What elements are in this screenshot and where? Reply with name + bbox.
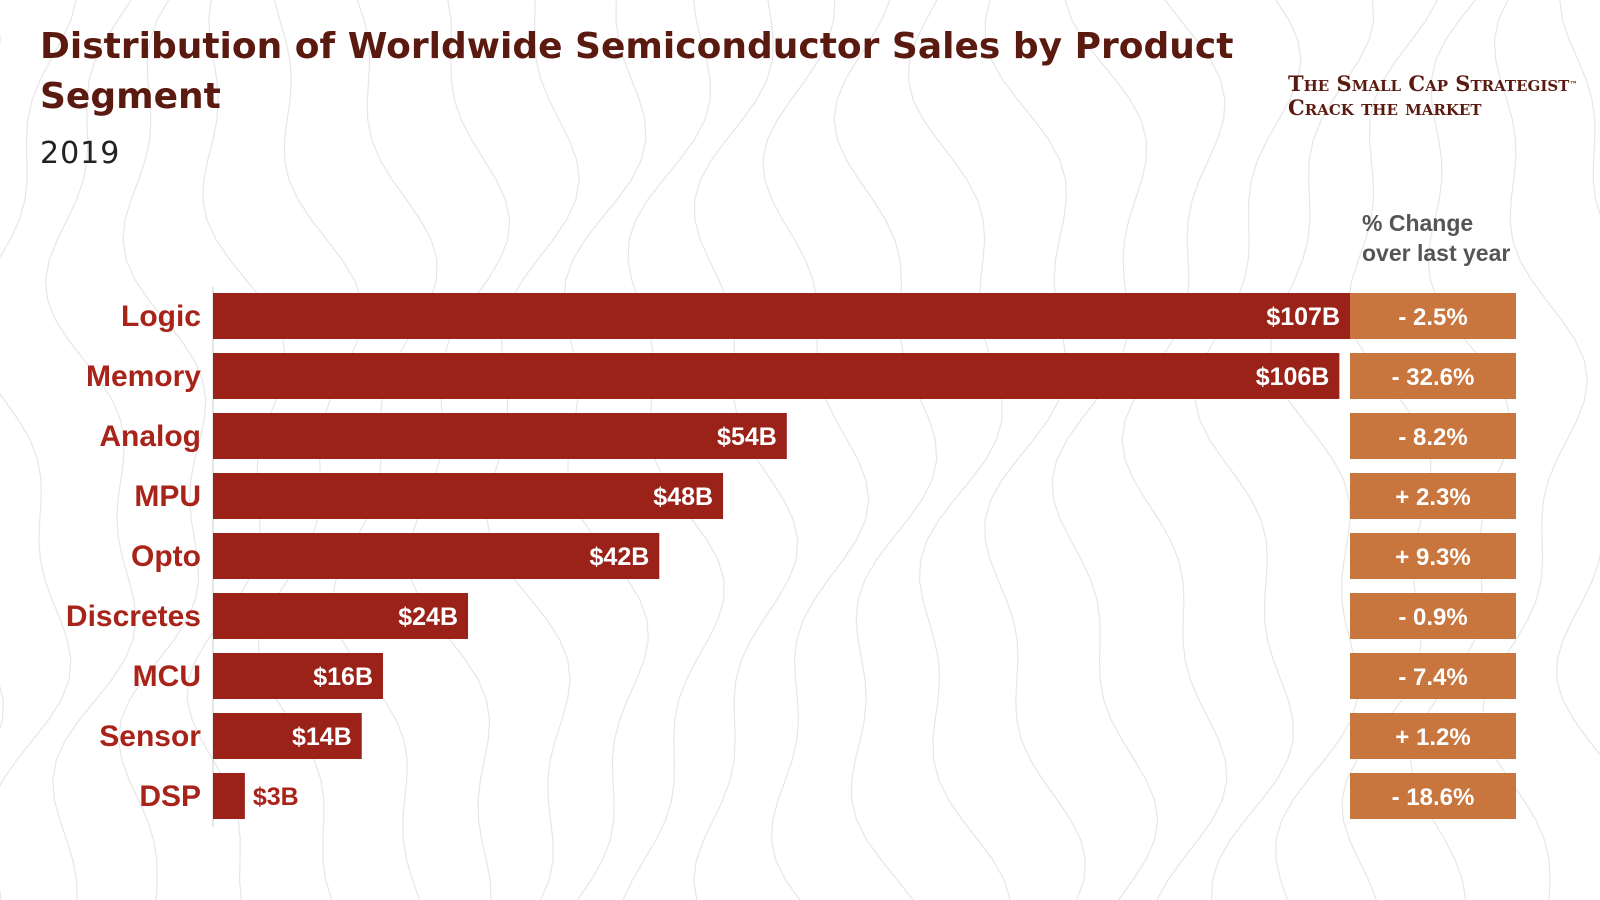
change-box-sensor [1350,713,1516,759]
contour-line [44,0,137,900]
contour-line [1121,0,1228,900]
value-label-sensor: $14B [292,723,352,751]
bar-mcu [213,653,384,699]
contour-line [117,0,207,900]
bar-discretes [213,593,469,639]
change-box-logic [1350,293,1516,339]
contour-line [1051,0,1159,900]
change-label-sensor: + 1.2% [1395,724,1470,751]
category-label-mpu: MPU [134,480,201,513]
change-box-memory [1350,353,1516,399]
change-box-discretes [1350,593,1516,639]
change-box-opto [1350,533,1516,579]
value-label-logic: $107B [1266,303,1340,331]
brand-logo: The Small Cap Strategist™ Crack the mark… [1288,72,1577,120]
value-label-analog: $54B [717,423,777,451]
change-label-mpu: + 2.3% [1395,484,1470,511]
value-label-mpu: $48B [653,483,713,511]
category-label-mcu: MCU [133,660,201,693]
bar-opto [213,533,660,579]
bar-dsp [213,773,245,819]
change-label-logic: - 2.5% [1398,304,1467,331]
contour-line [1556,0,1600,756]
chart-title: Distribution of Worldwide Semiconductor … [40,26,1234,117]
contour-line [1194,0,1302,900]
contour-line [1270,0,1375,900]
change-label-discretes: - 0.9% [1398,604,1467,631]
value-label-memory: $106B [1256,363,1330,391]
category-label-sensor: Sensor [99,720,201,753]
category-label-analog: Analog [99,420,201,453]
bar-logic [213,293,1350,339]
category-label-discretes: Discretes [66,600,201,633]
category-label-memory: Memory [86,360,201,393]
contour-line [984,0,1087,900]
category-label-logic: Logic [121,300,201,333]
change-label-analog: - 8.2% [1398,424,1467,451]
change-box-mcu [1350,653,1516,699]
change-box-dsp [1350,773,1516,819]
change-box-analog [1350,413,1516,459]
bar-memory [213,353,1340,399]
bar-analog [213,413,787,459]
change-label-mcu: - 7.4% [1398,664,1467,691]
value-label-discretes: $24B [398,603,458,631]
bar-mpu [213,473,724,519]
change-header-line1: % Change [1362,210,1474,236]
change-header-line2: over last year [1362,240,1511,266]
change-label-dsp: - 18.6% [1392,784,1475,811]
chart-subtitle: 2019 [40,136,121,171]
contour-line [833,0,938,900]
category-label-dsp: DSP [139,780,201,813]
brand-name: The Small Cap Strategist [1288,71,1570,96]
value-label-opto: $42B [590,543,650,571]
brand-tagline: Crack the market [1288,95,1482,120]
brand-trademark: ™ [1569,79,1578,89]
change-label-opto: + 9.3% [1395,544,1470,571]
category-label-opto: Opto [131,540,201,573]
contour-line [762,0,870,900]
contour-line [907,0,1011,900]
bar-sensor [213,713,362,759]
contour-line [0,0,77,900]
change-box-mpu [1350,473,1516,519]
change-label-memory: - 32.6% [1392,364,1475,391]
change-column-header: % Change over last year [1362,208,1542,268]
value-label-dsp: $3B [253,783,299,811]
value-label-mcu: $16B [313,663,373,691]
